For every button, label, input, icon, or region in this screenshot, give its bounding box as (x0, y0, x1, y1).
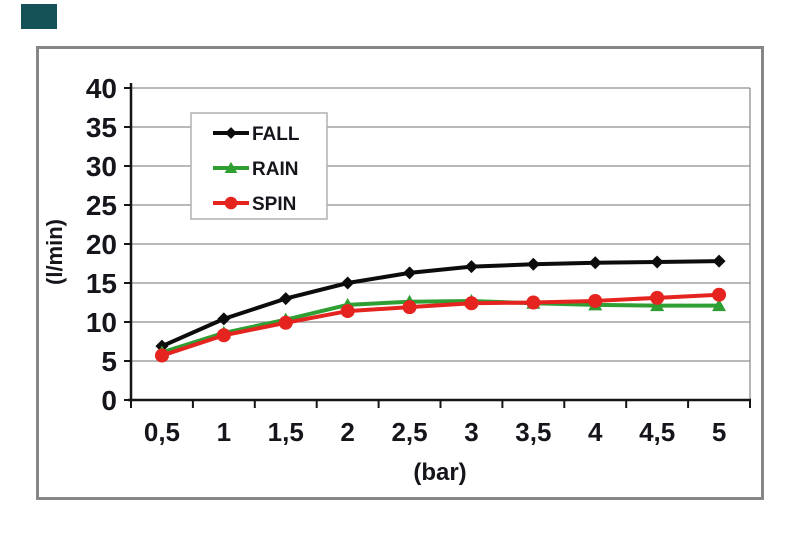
x-tick-label: 4 (588, 417, 603, 447)
x-tick-label: 3,5 (515, 417, 551, 447)
y-tick-label: 35 (86, 112, 117, 143)
y-tick-label: 10 (86, 307, 117, 338)
x-tick-label: 1 (217, 417, 231, 447)
data-point-marker (650, 290, 665, 305)
data-point-marker (224, 161, 238, 173)
data-point-marker (278, 315, 293, 330)
x-axis-title: (bar) (413, 459, 466, 486)
y-tick-label: 15 (86, 268, 117, 299)
y-tick-label: 30 (86, 151, 117, 182)
legend-item-rain: RAIN (213, 159, 298, 180)
data-point-marker (279, 292, 293, 306)
data-point-marker (340, 304, 355, 319)
x-tick-label: 0,5 (144, 417, 180, 447)
data-point-marker (712, 254, 726, 268)
data-point-marker (650, 298, 665, 312)
rain-line-triangle-icon (213, 161, 249, 173)
legend-label-fall: FALL (252, 124, 300, 145)
x-tick-label: 4,5 (639, 417, 675, 447)
corner-mark (21, 4, 57, 29)
data-point-marker (526, 295, 541, 310)
data-point-marker (588, 256, 602, 270)
data-point-marker (712, 298, 727, 312)
y-axis-title: (l/min) (42, 219, 67, 285)
x-tick-label: 2 (340, 417, 354, 447)
series-layer (154, 254, 727, 363)
data-point-marker (464, 260, 478, 274)
x-tick-label: 1,5 (268, 417, 304, 447)
data-point-marker (154, 348, 169, 363)
data-point-marker (225, 127, 237, 139)
data-point-marker (650, 255, 664, 269)
legend-item-fall: FALL (213, 124, 300, 145)
series-line-rain (159, 298, 722, 355)
x-tick-label: 2,5 (391, 417, 427, 447)
data-point-marker (712, 287, 727, 302)
legend-label-rain: RAIN (252, 159, 298, 180)
data-point-marker (402, 300, 417, 315)
series-line-fall (159, 259, 722, 349)
series-line-spin (159, 292, 722, 358)
legend: FALL RAIN SPIN (190, 112, 328, 220)
x-tick-label: 5 (712, 417, 726, 447)
grid-layer: 0 5 10 15 20 25 30 35 40 0,5 1 1,5 2 2,5 3 3,5 4 4,5 5 (86, 73, 751, 447)
y-tick-label: 20 (86, 229, 117, 260)
data-point-marker (464, 296, 479, 311)
x-tick-label: 3 (464, 417, 478, 447)
legend-label-spin: SPIN (252, 194, 296, 215)
data-point-marker (217, 312, 231, 326)
y-tick-label: 5 (101, 346, 117, 377)
data-point-marker (526, 257, 540, 271)
legend-item-spin: SPIN (213, 194, 296, 215)
y-tick-label: 0 (101, 385, 117, 416)
spin-line-circle-icon (213, 196, 249, 210)
data-point-marker (216, 328, 231, 343)
fall-line-diamond-icon (213, 127, 249, 139)
y-tick-label: 25 (86, 190, 117, 221)
data-point-marker (341, 276, 355, 290)
data-point-marker (224, 196, 238, 210)
y-tick-label: 40 (86, 73, 117, 104)
data-point-marker (588, 293, 603, 308)
data-point-marker (403, 266, 417, 280)
